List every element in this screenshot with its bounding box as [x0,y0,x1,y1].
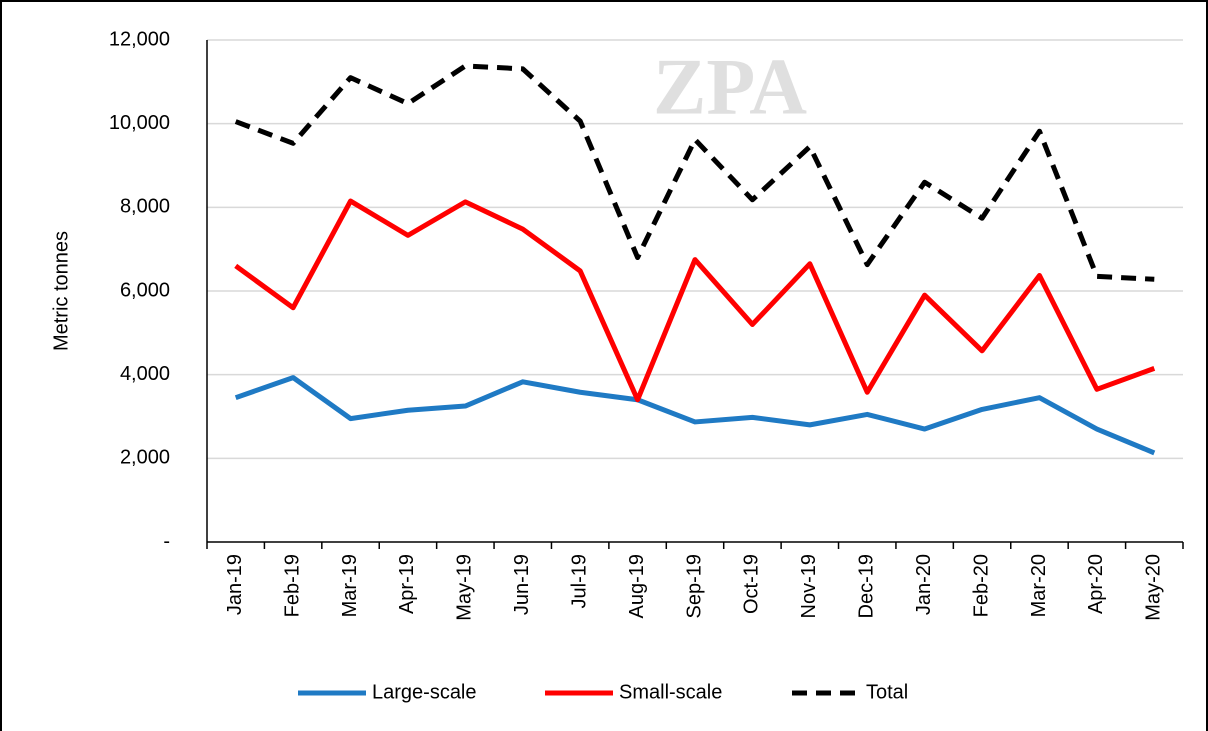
y-tick-label: 10,000 [109,112,170,134]
x-tick-label: Sep-19 [683,554,705,619]
y-tick-label: 6,000 [120,279,170,301]
y-axis-label: Metric tonnes [50,231,72,351]
legend-label: Large-scale [372,681,477,703]
x-tick-label: Apr-19 [396,554,418,614]
x-tick-label: Jul-19 [568,554,590,608]
x-tick-label: Feb-20 [970,554,992,617]
watermark: ZPA [653,43,807,131]
x-tick-label: Feb-19 [281,554,303,617]
x-tick-label: Mar-20 [1028,554,1050,617]
y-tick-label: 8,000 [120,196,170,218]
y-tick-label: 2,000 [120,447,170,469]
series-line [234,63,1155,282]
x-tick-label: Dec-19 [856,554,878,618]
x-tick-label: Oct-19 [741,554,763,614]
x-tick-label: Apr-20 [1085,554,1107,614]
x-tick-label: Nov-19 [798,554,820,618]
x-tick-label: May-20 [1143,554,1165,621]
x-tick-label: Jan-20 [913,554,935,615]
legend-label: Small-scale [619,681,722,703]
series-line [234,375,1156,456]
y-tick-label: 12,000 [109,28,170,50]
x-tick-label: Jun-19 [511,554,533,615]
x-tick-label: Mar-19 [339,554,361,617]
legend-label: Total [866,681,908,703]
x-tick-label: Jan-19 [224,554,246,615]
x-tick-label: Aug-19 [626,554,648,619]
y-tick-label: 4,000 [120,363,170,385]
series-line [234,198,1156,403]
y-tick-label: - [163,530,170,552]
x-tick-label: May-19 [454,554,476,621]
